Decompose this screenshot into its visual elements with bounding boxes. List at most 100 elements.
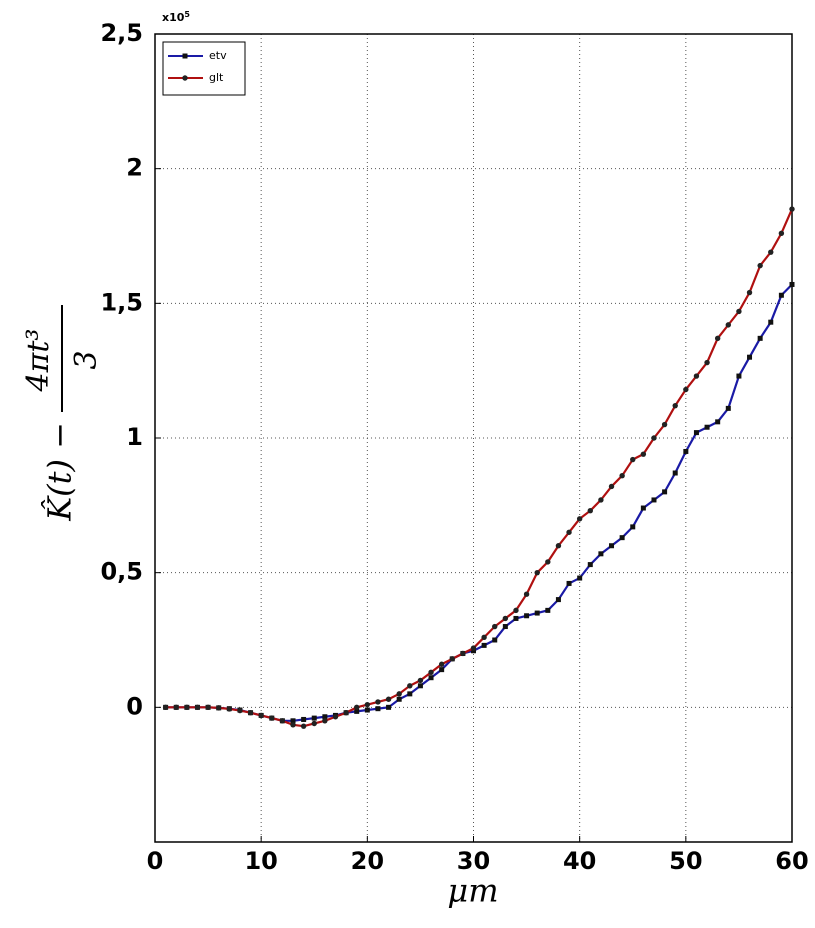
marker	[216, 705, 222, 711]
marker	[630, 524, 636, 530]
marker	[587, 508, 593, 514]
marker	[640, 505, 646, 511]
marker	[672, 470, 678, 476]
marker	[407, 691, 413, 697]
y-tick-label: 2,5	[100, 19, 143, 47]
y-multiplier-base: x10	[162, 11, 185, 24]
marker	[704, 359, 710, 366]
marker	[640, 451, 647, 457]
marker	[417, 677, 424, 684]
marker	[396, 696, 402, 702]
marker	[502, 615, 509, 622]
marker	[460, 650, 466, 657]
marker	[577, 575, 583, 581]
marker	[566, 580, 572, 586]
marker	[322, 714, 328, 720]
marker	[354, 704, 360, 711]
marker	[609, 543, 615, 549]
marker	[438, 661, 445, 667]
marker	[481, 634, 487, 641]
marker	[162, 704, 169, 711]
marker	[768, 249, 774, 255]
marker	[555, 597, 561, 603]
marker	[598, 551, 604, 557]
marker	[630, 456, 636, 463]
marker	[524, 613, 530, 619]
marker	[417, 683, 423, 689]
marker	[534, 610, 540, 616]
marker	[725, 322, 731, 328]
y-multiplier-exponent: 5	[184, 10, 190, 19]
y-tick-label: 0,5	[100, 558, 143, 586]
marker	[449, 656, 455, 662]
marker	[205, 704, 211, 711]
marker	[386, 704, 392, 710]
marker	[343, 710, 349, 716]
marker	[258, 712, 264, 719]
marker	[747, 354, 753, 360]
marker	[502, 624, 508, 630]
marker	[375, 706, 381, 712]
y-label-denominator: 3	[69, 350, 104, 369]
y-axis-label: K̂(t) − 4πt³ 3	[21, 305, 104, 522]
legend-box	[162, 41, 246, 96]
marker	[322, 718, 328, 724]
marker	[768, 319, 774, 325]
marker	[619, 473, 625, 479]
marker	[725, 405, 731, 411]
marker	[715, 419, 721, 425]
marker	[385, 696, 392, 702]
marker	[714, 335, 721, 342]
marker	[746, 289, 753, 296]
plot-frame	[154, 33, 793, 843]
x-tick-label: 0	[147, 847, 164, 875]
legend-label: etv	[209, 49, 227, 62]
marker	[237, 707, 243, 714]
marker	[375, 699, 381, 705]
marker	[534, 569, 540, 576]
marker	[662, 489, 668, 495]
marker	[619, 535, 625, 541]
marker	[290, 722, 296, 728]
marker	[492, 637, 498, 643]
marker	[661, 421, 668, 428]
x-axis-label: μm	[447, 872, 498, 910]
legend-label: glt	[209, 71, 224, 84]
marker	[651, 497, 657, 503]
legend-marker	[182, 75, 188, 81]
y-tick-label: 2	[126, 154, 143, 182]
marker	[736, 308, 742, 315]
marker	[736, 373, 742, 379]
marker	[608, 483, 615, 490]
y-label-lhs: K̂(t) −	[41, 422, 79, 522]
marker	[226, 706, 233, 712]
marker	[598, 497, 604, 503]
marker	[513, 615, 519, 621]
marker	[513, 607, 519, 614]
x-tick-label: 30	[457, 847, 490, 875]
x-tick-label: 40	[563, 847, 596, 875]
marker	[683, 448, 689, 454]
y-tick-label: 1	[126, 423, 143, 451]
x-tick-label: 20	[351, 847, 384, 875]
y-tick-label: 1,5	[100, 288, 143, 316]
marker	[757, 262, 763, 269]
marker	[173, 704, 179, 711]
marker	[184, 704, 190, 711]
marker	[439, 667, 445, 673]
marker	[428, 675, 434, 681]
legend-marker	[182, 53, 188, 59]
x-tick-label: 50	[669, 847, 702, 875]
marker	[301, 716, 307, 722]
marker	[693, 430, 699, 436]
marker	[566, 529, 572, 535]
marker	[364, 707, 370, 713]
marker	[576, 516, 583, 522]
marker	[470, 645, 477, 651]
marker	[332, 714, 339, 720]
marker	[789, 206, 795, 212]
marker	[269, 715, 275, 721]
marker	[672, 402, 678, 409]
marker	[789, 281, 795, 287]
